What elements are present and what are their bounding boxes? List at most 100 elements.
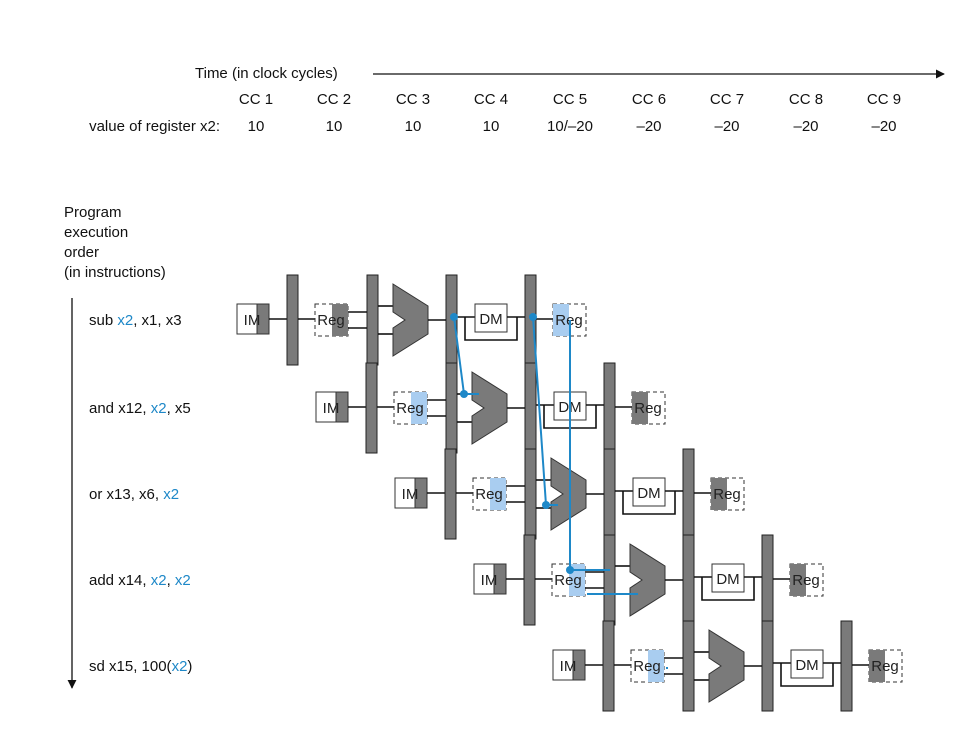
- instruction-text: and x12,: [89, 400, 151, 417]
- dm-label: DM: [637, 485, 660, 502]
- reg-label: Reg: [713, 486, 741, 503]
- pipeline-register: [286, 274, 299, 366]
- dm-label: DM: [479, 311, 502, 328]
- im-label: IM: [402, 486, 419, 503]
- pipeline-register: [523, 534, 536, 626]
- register-x2-highlight: x2: [117, 312, 133, 329]
- pipeline-rows: IM Reg DM Reg IM Reg DM Reg IM Reg DM Reg IM Reg DM Reg…: [236, 274, 903, 712]
- clock-cycle-2: CC 2: [317, 91, 351, 108]
- register-value-cc1: 10: [248, 118, 265, 135]
- clock-cycle-6: CC 6: [632, 91, 666, 108]
- clock-cycle-7: CC 7: [710, 91, 744, 108]
- dm-unit: [632, 477, 666, 507]
- register-x2-highlight: x2: [175, 572, 191, 589]
- pipeline-register: [682, 448, 695, 540]
- pipeline-register: [366, 274, 379, 366]
- instruction-or: or x13, x6, x2: [89, 486, 179, 503]
- register-value-cc9: –20: [871, 118, 896, 135]
- pipeline-register: [603, 448, 616, 540]
- reg-label: Reg: [634, 400, 662, 417]
- reg-read-half: [332, 304, 348, 336]
- instruction-text: add x14,: [89, 572, 151, 589]
- register-x2-highlight: x2: [151, 572, 167, 589]
- pipeline-register: [840, 620, 853, 712]
- program-order-line-4: (in instructions): [64, 264, 166, 281]
- program-order-label: Program execution order (in instructions): [64, 204, 166, 281]
- dm-unit: [711, 563, 745, 593]
- dependency-dot: [529, 313, 537, 321]
- instruction-sd: sd x15, 100(x2): [89, 658, 192, 675]
- clock-cycle-1: CC 1: [239, 91, 273, 108]
- register-value-cc6: –20: [636, 118, 661, 135]
- reg-write-half: [632, 392, 648, 424]
- program-order-line-1: Program: [64, 204, 122, 221]
- clock-cycle-5: CC 5: [553, 91, 587, 108]
- pipeline-register: [445, 362, 458, 454]
- dm-unit: [790, 649, 824, 679]
- pipeline-register: [524, 448, 537, 540]
- clock-cycle-3: CC 3: [396, 91, 430, 108]
- dm-label: DM: [716, 571, 739, 588]
- register-value-cc8: –20: [793, 118, 818, 135]
- register-value-cc5: 10/–20: [547, 118, 593, 135]
- reg-label: Reg: [633, 658, 661, 675]
- instruction-text: sub: [89, 312, 117, 329]
- clock-cycle-4: CC 4: [474, 91, 508, 108]
- reg-write-half: [869, 650, 885, 682]
- register-value-label: value of register x2:: [89, 118, 220, 135]
- program-order-line-3: order: [64, 244, 99, 261]
- reg-read-half: [411, 392, 427, 424]
- dm-label: DM: [795, 657, 818, 674]
- alu-unit: [392, 283, 429, 357]
- pipeline-register: [603, 362, 616, 454]
- im-label: IM: [323, 400, 340, 417]
- register-x2-highlight: x2: [172, 658, 188, 675]
- alu-unit: [550, 457, 587, 531]
- reg-read-half: [490, 478, 506, 510]
- register-value-cc3: 10: [405, 118, 422, 135]
- register-value-cc2: 10: [326, 118, 343, 135]
- pipeline-register: [682, 534, 695, 626]
- pipeline-row-sd: IM Reg DM Reg: [552, 620, 903, 712]
- bypass-wire: [622, 491, 676, 515]
- dependency-dot: [542, 501, 550, 509]
- register-x2-highlight: x2: [163, 486, 179, 503]
- time-axis-label: Time (in clock cycles): [195, 65, 338, 82]
- pipeline-row-or: IM Reg DM Reg: [394, 448, 745, 540]
- pipeline-register: [444, 448, 457, 540]
- alu-unit: [471, 371, 508, 445]
- bypass-wire: [701, 577, 755, 601]
- pipeline-register: [524, 362, 537, 454]
- instruction-text: , x5: [167, 400, 191, 417]
- bypass-wire: [464, 317, 518, 341]
- alu-unit: [708, 629, 745, 703]
- alu-unit: [629, 543, 666, 617]
- reg-write-half: [553, 304, 569, 336]
- dependency-lines: [450, 313, 668, 669]
- register-x2-highlight: x2: [151, 400, 167, 417]
- reg-read-half: [648, 650, 664, 682]
- pipeline-register: [761, 534, 774, 626]
- im-label: IM: [560, 658, 577, 675]
- reg-label: Reg: [475, 486, 503, 503]
- reg-write-half: [790, 564, 806, 596]
- instruction-text: ): [187, 658, 192, 675]
- pipeline-row-and: IM Reg DM Reg: [315, 362, 666, 454]
- clock-cycle-labels: CC 1 CC 2 CC 3 CC 4 CC 5 CC 6 CC 7 CC 8 CC 9: [239, 91, 901, 108]
- reg-label: Reg: [396, 400, 424, 417]
- pipeline-register: [603, 534, 616, 626]
- pipeline-row-add: IM Reg DM Reg: [473, 534, 824, 626]
- pipeline-register: [602, 620, 615, 712]
- clock-cycle-8: CC 8: [789, 91, 823, 108]
- im-label: IM: [244, 312, 261, 329]
- register-value-cc4: 10: [483, 118, 500, 135]
- reg-label: Reg: [792, 572, 820, 589]
- instruction-add: add x14, x2, x2: [89, 572, 191, 589]
- instruction-text: , x1, x3: [133, 312, 181, 329]
- instruction-text: ,: [167, 572, 175, 589]
- instruction-and: and x12, x2, x5: [89, 400, 191, 417]
- reg-write-half: [711, 478, 727, 510]
- bypass-wire: [780, 663, 834, 687]
- dependency-dot: [450, 313, 458, 321]
